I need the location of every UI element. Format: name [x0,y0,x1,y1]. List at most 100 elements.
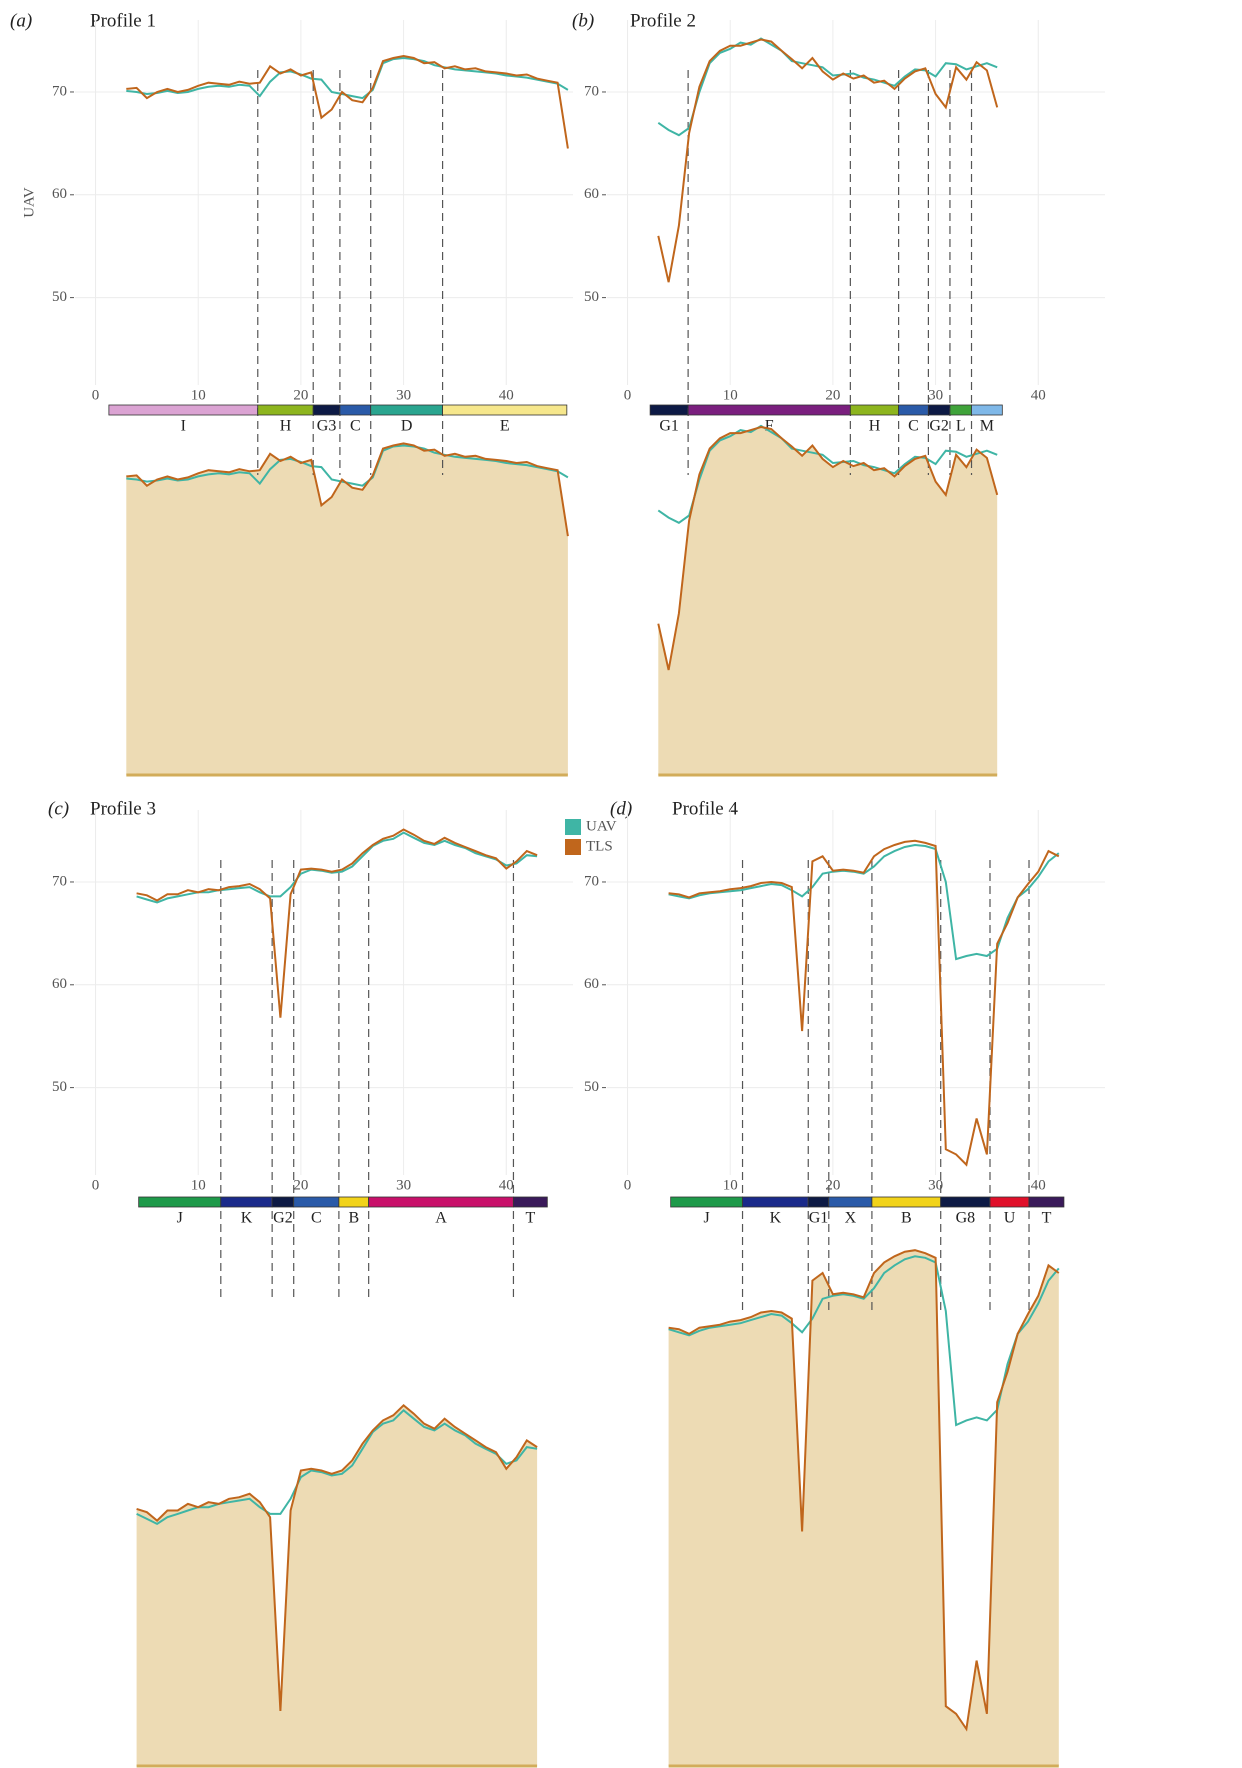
segment-label: I [181,418,186,435]
x-tick-label: 30 [928,1177,943,1193]
x-tick-label: 10 [191,1177,206,1193]
segment-bar [370,404,443,416]
point-cloud [136,1405,538,1766]
segment-label: F [765,418,774,435]
segment-bar [971,404,1003,416]
segment-bar [257,404,314,416]
segment-bar [687,404,851,416]
x-tick-label: 0 [624,1177,632,1193]
y-axis-label: UAV [21,187,37,218]
y-tick-label: 60 [52,976,67,992]
segment-label: G8 [956,1210,976,1227]
x-tick-label: 30 [396,387,411,403]
cloud-profile-line [136,1408,538,1526]
point-cloud [668,1250,1059,1766]
panel-label: (c) [48,798,69,819]
cloud-profile-line [657,424,998,524]
x-tick-label: 20 [825,387,840,403]
y-tick-label: 50 [52,1079,67,1095]
segment-label: G1 [659,418,679,435]
panel-title: Profile 2 [630,10,696,31]
panel-label: (b) [572,10,594,31]
y-tick-label: 70 [584,83,599,99]
segment-label: G2 [273,1210,293,1227]
legend-swatch [565,839,581,855]
cloud-profile-line [136,1403,538,1711]
segment-label: G1 [809,1210,829,1227]
segment-label: G2 [929,418,949,435]
x-tick-label: 30 [396,1177,411,1193]
legend-label: UAV [586,818,617,834]
segment-label: E [500,418,510,435]
x-tick-label: 0 [92,1177,100,1193]
cloud-profile-line [668,1255,1060,1427]
segment-label: D [401,418,413,435]
segment-label: M [980,418,994,435]
segment-label: A [435,1210,447,1227]
segment-bar [742,1196,809,1208]
segment-bar [293,1196,340,1208]
segment-bar [828,1196,873,1208]
y-tick-label: 50 [584,1079,599,1095]
segment-bar [807,1196,830,1208]
segment-label: K [241,1210,253,1227]
segment-bar [338,1196,370,1208]
y-tick-label: 70 [52,83,67,99]
x-tick-label: 20 [825,1177,840,1193]
panel-title: Profile 3 [90,798,156,819]
point-cloud [658,427,998,775]
x-tick-label: 40 [1031,1177,1046,1193]
profile-line [126,54,569,149]
segment-label: H [280,418,292,435]
legend-label: TLS [586,838,613,854]
segment-bar [989,1196,1030,1208]
panel-title: Profile 1 [90,10,156,31]
profile-line [657,37,998,137]
x-tick-label: 40 [499,1177,514,1193]
x-tick-label: 10 [723,387,738,403]
cloud-profile-line [657,425,999,671]
segment-label: C [311,1210,322,1227]
panel-title: Profile 4 [672,798,738,819]
segment-label: X [845,1210,857,1227]
segment-bar [339,404,372,416]
y-tick-label: 50 [52,289,67,305]
y-tick-label: 60 [584,976,599,992]
segment-bar [271,1196,295,1208]
segment-label: H [869,418,881,435]
segment-label: K [770,1210,782,1227]
profile-line [136,828,538,1018]
y-tick-label: 50 [584,289,599,305]
x-tick-label: 10 [191,387,206,403]
x-tick-label: 40 [499,387,514,403]
segment-label: T [525,1210,535,1227]
y-tick-label: 70 [584,873,599,889]
segment-bar [670,1196,743,1208]
x-tick-label: 10 [723,1177,738,1193]
segment-label: B [901,1210,912,1227]
segment-bar [849,404,900,416]
segment-bar [898,404,929,416]
segment-label: C [350,418,361,435]
segment-label: C [908,418,919,435]
profile-line [657,38,999,283]
x-tick-label: 30 [928,387,943,403]
segment-label: J [703,1210,709,1227]
x-tick-label: 20 [293,387,308,403]
segment-bar [871,1196,942,1208]
panel-label: (a) [10,10,32,31]
segment-label: U [1004,1210,1016,1227]
segment-label: T [1042,1210,1052,1227]
segment-bar [138,1196,222,1208]
profile-line [136,831,538,904]
x-tick-label: 20 [293,1177,308,1193]
segment-bar [513,1196,548,1208]
y-tick-label: 70 [52,873,67,889]
segment-bar [949,404,972,416]
x-tick-label: 40 [1031,387,1046,403]
panel-label: (d) [610,798,632,819]
segment-label: B [348,1210,359,1227]
point-cloud [126,443,568,775]
segment-label: J [177,1210,183,1227]
